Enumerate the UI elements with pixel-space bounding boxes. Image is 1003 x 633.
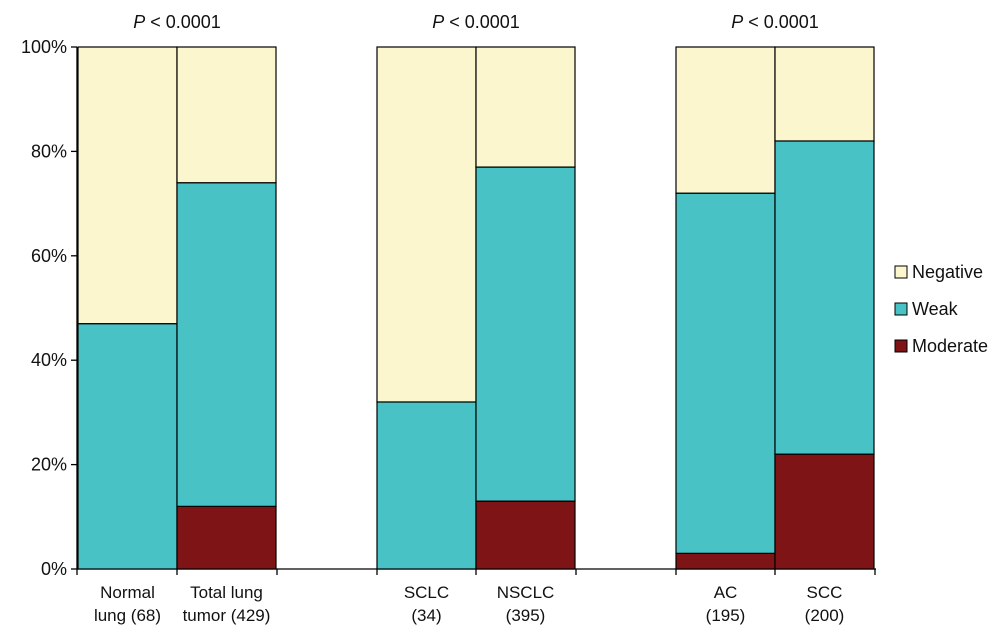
- y-tick-label: 60%: [31, 246, 67, 266]
- category-label: Normal: [100, 583, 155, 602]
- legend-swatch-moderate: [895, 340, 907, 352]
- category-label: SCC: [807, 583, 843, 602]
- bar-segment-negative-3: [476, 47, 575, 167]
- category-label: (195): [706, 606, 746, 625]
- legend-label-moderate: Moderate: [912, 336, 988, 356]
- category-label: AC: [714, 583, 738, 602]
- bar-segment-weak-3: [476, 167, 575, 501]
- bar-segment-weak-5: [775, 141, 874, 454]
- bar-segment-negative-2: [377, 47, 476, 402]
- p-value-label: P < 0.0001: [133, 12, 221, 32]
- bars: [78, 47, 874, 569]
- bar-segment-weak-2: [377, 402, 476, 569]
- legend: Negative Weak Moderate: [895, 262, 988, 356]
- bar-segment-weak-4: [676, 193, 775, 553]
- category-label: (34): [411, 606, 441, 625]
- legend-swatch-weak: [895, 303, 907, 315]
- y-tick-label: 0%: [41, 559, 67, 579]
- bar-segment-weak-1: [177, 183, 276, 507]
- y-tick-label: 80%: [31, 141, 67, 161]
- y-tick-label: 100%: [21, 37, 67, 57]
- legend-swatch-negative: [895, 266, 907, 278]
- category-label: Total lung: [190, 583, 263, 602]
- category-label: SCLC: [404, 583, 449, 602]
- category-label: (395): [506, 606, 546, 625]
- category-label: (200): [805, 606, 845, 625]
- bar-segment-moderate-4: [676, 553, 775, 569]
- p-value-label: P < 0.0001: [432, 12, 520, 32]
- y-tick-label: 40%: [31, 350, 67, 370]
- bar-segment-moderate-3: [476, 501, 575, 569]
- p-value-label: P < 0.0001: [731, 12, 819, 32]
- bar-segment-negative-4: [676, 47, 775, 193]
- legend-label-negative: Negative: [912, 262, 983, 282]
- bar-segment-moderate-1: [177, 506, 276, 569]
- category-label: tumor (429): [183, 606, 271, 625]
- y-tick-label: 20%: [31, 455, 67, 475]
- bar-segment-negative-1: [177, 47, 276, 183]
- category-label: lung (68): [94, 606, 161, 625]
- category-label: NSCLC: [497, 583, 555, 602]
- legend-label-weak: Weak: [912, 299, 959, 319]
- bar-segment-moderate-5: [775, 454, 874, 569]
- bar-segment-negative-0: [78, 47, 177, 324]
- bar-segment-negative-5: [775, 47, 874, 141]
- bar-segment-weak-0: [78, 324, 177, 569]
